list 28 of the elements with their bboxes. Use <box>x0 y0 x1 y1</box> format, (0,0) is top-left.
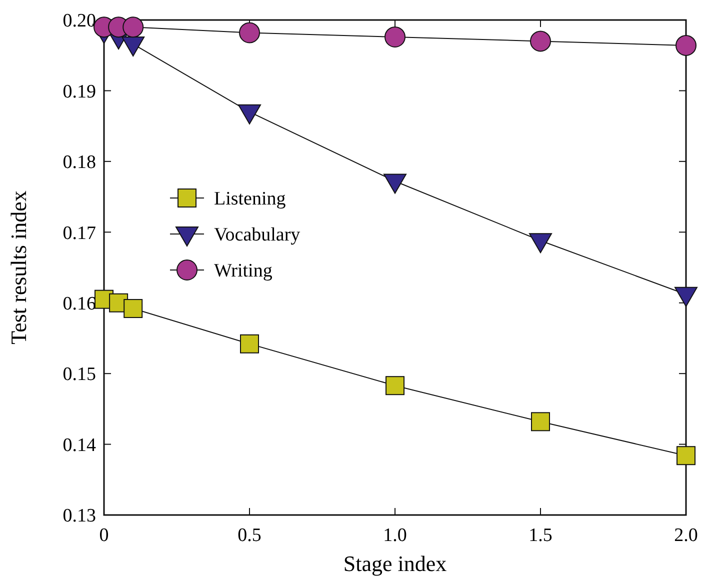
y-tick-label: 0.18 <box>62 152 96 174</box>
point <box>386 376 404 396</box>
point <box>122 16 144 38</box>
y-tick-label: 0.17 <box>62 222 96 244</box>
point <box>531 412 550 432</box>
y-tick-label: 0.20 <box>62 10 96 32</box>
x-tick-label: 1.0 <box>383 525 407 546</box>
y-tick-label: 0.14 <box>62 434 96 456</box>
point <box>239 22 260 44</box>
point <box>530 30 551 52</box>
x-tick-label: 0 <box>99 525 109 546</box>
point <box>676 34 696 56</box>
legend-label: Writing <box>214 260 273 282</box>
x-axis-title: Stage index <box>343 551 447 576</box>
y-tick-label: 0.19 <box>62 81 96 102</box>
x-tick-label: 0.5 <box>238 525 262 546</box>
x-tick-label: 1.5 <box>528 525 552 546</box>
point <box>124 299 143 318</box>
y-tick-label: 0.13 <box>62 506 96 527</box>
point <box>240 334 259 354</box>
legend-label: Vocabulary <box>214 224 301 246</box>
y-axis-title: Test results index <box>6 190 31 344</box>
legend-label: Listening <box>214 188 286 210</box>
point <box>676 446 696 466</box>
y-tick-label: 0.15 <box>62 364 96 386</box>
y-tick-label: 0.16 <box>62 294 96 315</box>
point <box>384 26 406 48</box>
x-tick-label: 2.0 <box>674 525 698 546</box>
